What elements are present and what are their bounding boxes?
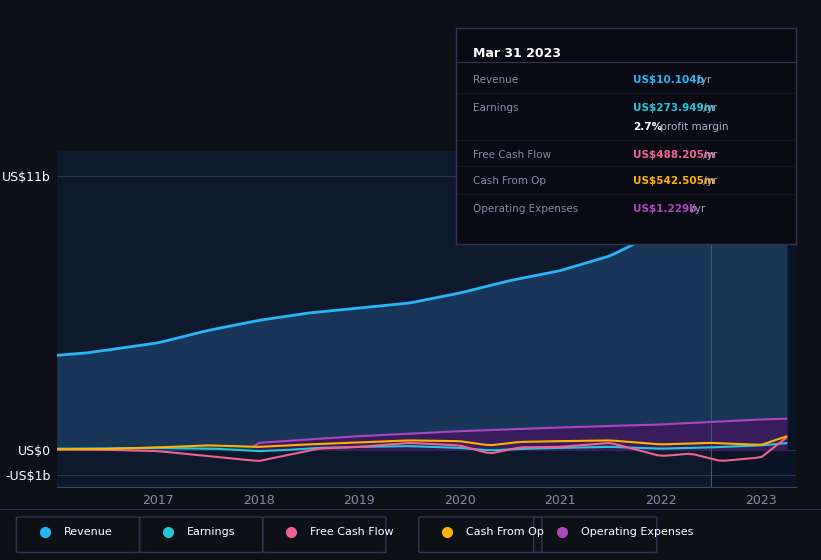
Text: US$488.205m: US$488.205m <box>633 150 714 160</box>
Text: profit margin: profit margin <box>658 122 729 132</box>
Text: US$273.949m: US$273.949m <box>633 103 714 113</box>
Text: Operating Expenses: Operating Expenses <box>473 204 578 214</box>
Text: Free Cash Flow: Free Cash Flow <box>310 528 394 538</box>
Text: /yr: /yr <box>700 103 718 113</box>
Text: Mar 31 2023: Mar 31 2023 <box>473 48 561 60</box>
Text: Free Cash Flow: Free Cash Flow <box>473 150 551 160</box>
Text: Cash From Op: Cash From Op <box>473 176 546 186</box>
Text: US$10.104b: US$10.104b <box>633 74 704 85</box>
Bar <box>711 151 796 487</box>
Text: US$542.505m: US$542.505m <box>633 176 714 186</box>
Text: Operating Expenses: Operating Expenses <box>581 528 694 538</box>
Text: /yr: /yr <box>700 150 718 160</box>
Text: /yr: /yr <box>688 204 705 214</box>
Text: 2.7%: 2.7% <box>633 122 662 132</box>
Text: Earnings: Earnings <box>187 528 236 538</box>
Text: Cash From Op: Cash From Op <box>466 528 544 538</box>
Text: Revenue: Revenue <box>64 528 112 538</box>
Text: /yr: /yr <box>700 176 718 186</box>
Text: US$1.229b: US$1.229b <box>633 204 696 214</box>
Text: Earnings: Earnings <box>473 103 518 113</box>
Text: /yr: /yr <box>695 74 712 85</box>
Text: Revenue: Revenue <box>473 74 518 85</box>
